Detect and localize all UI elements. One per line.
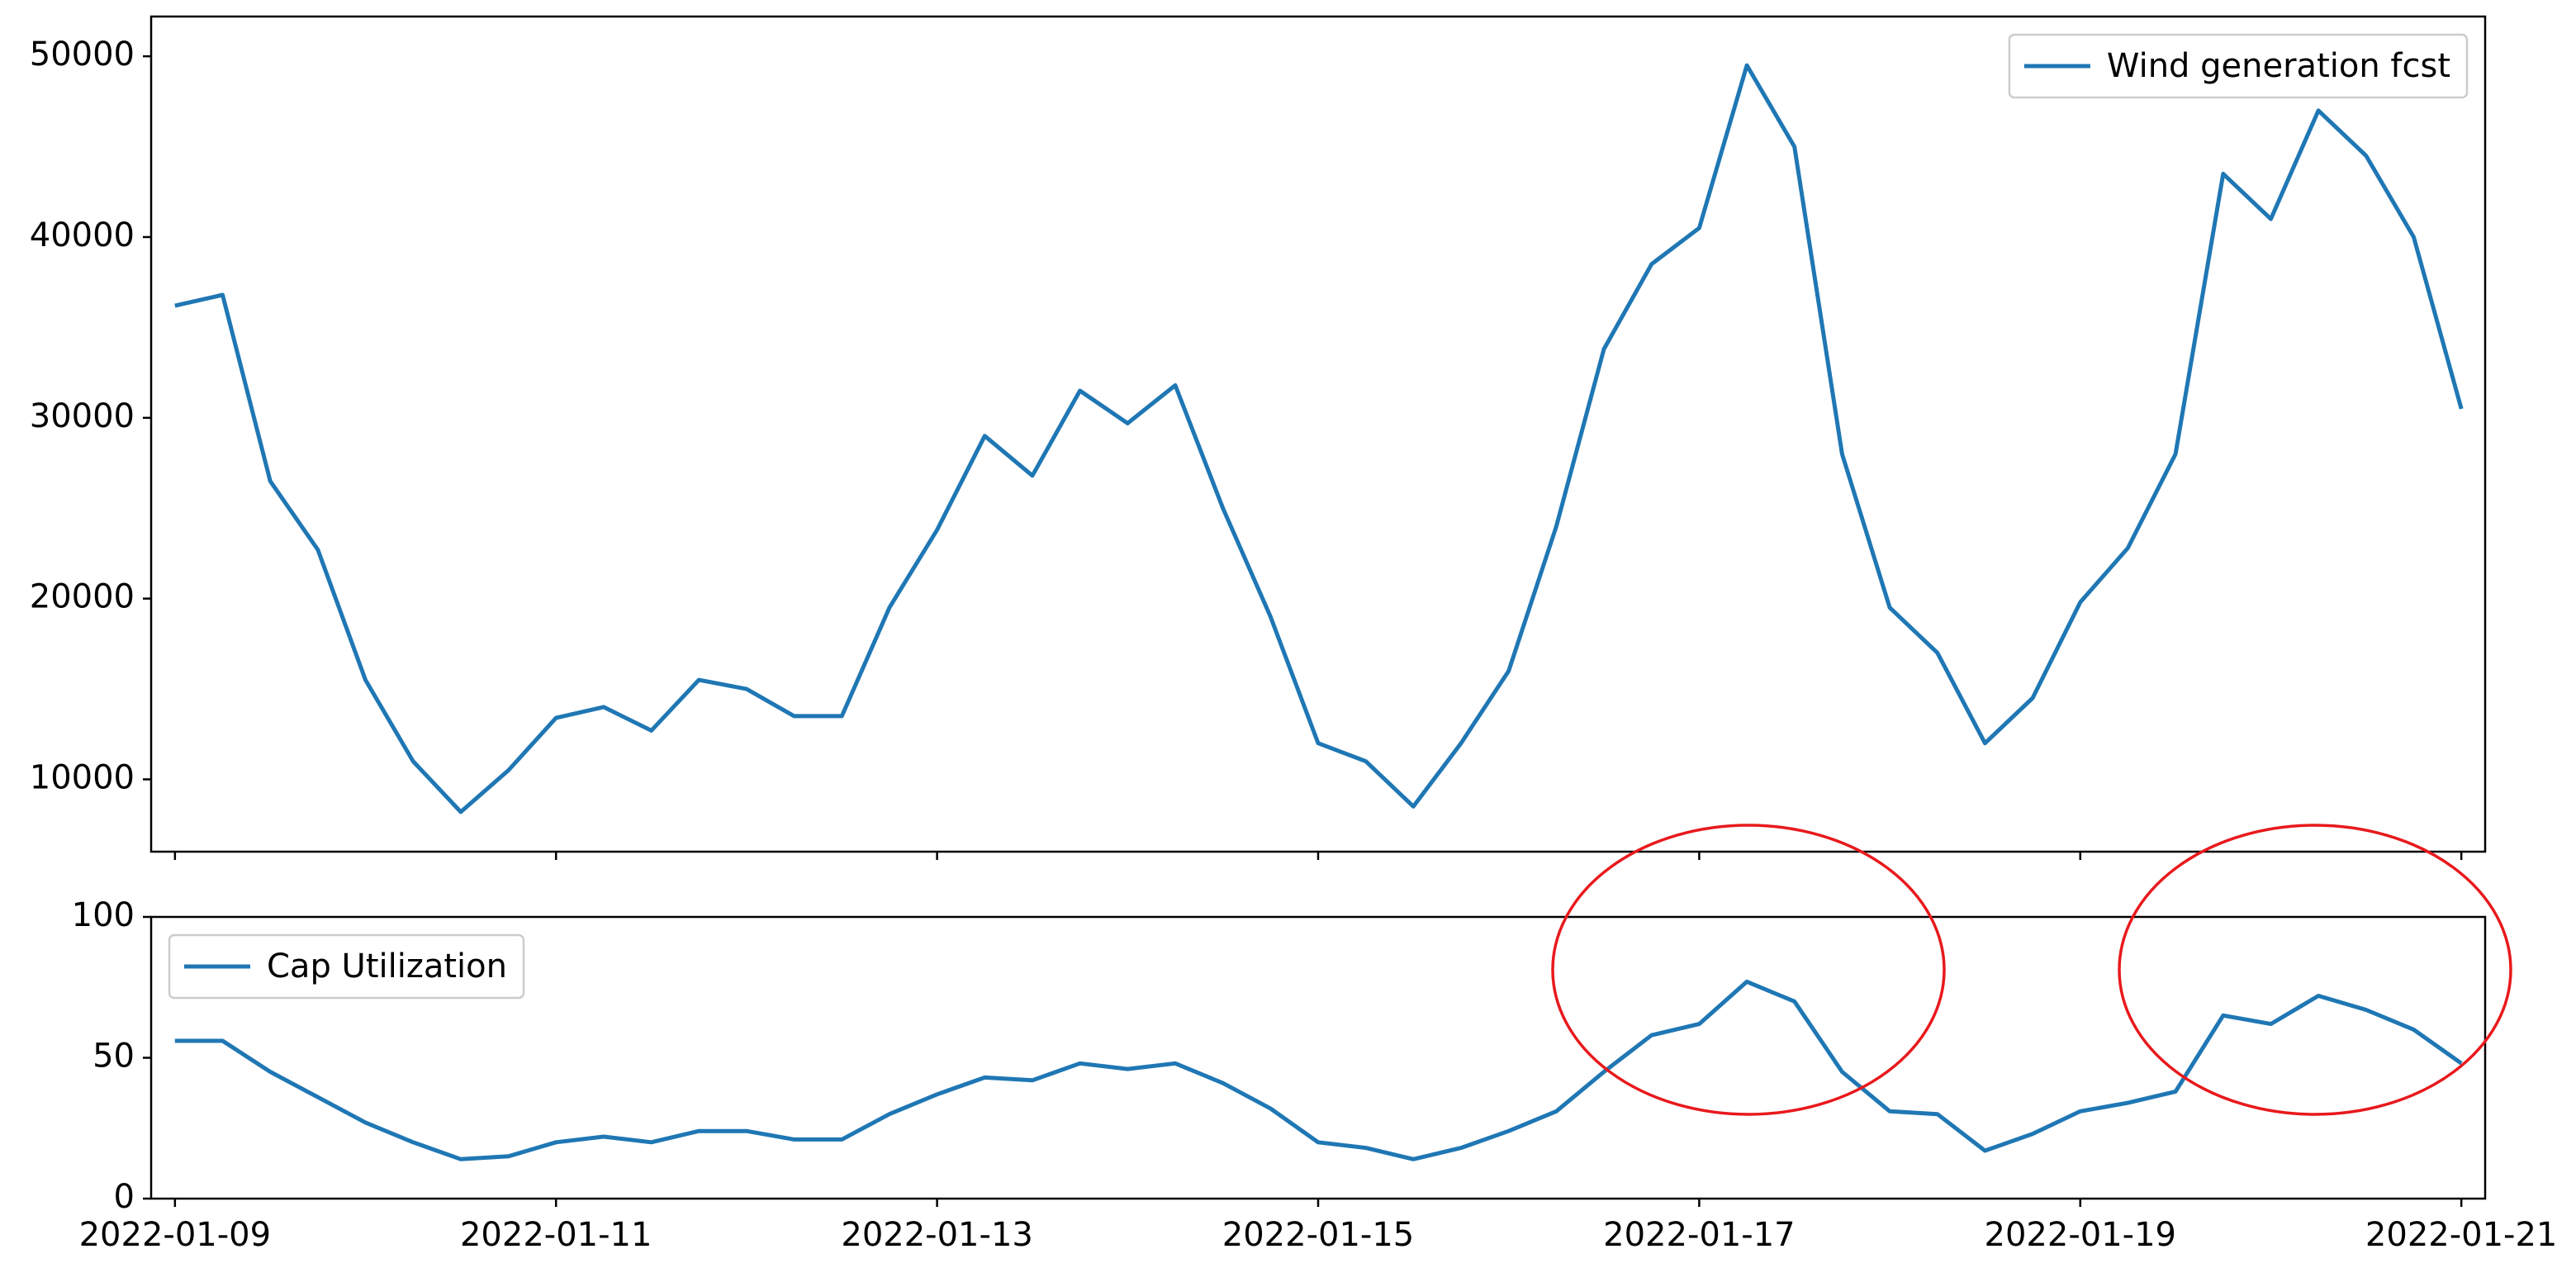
y-tick-label: 100	[72, 896, 135, 934]
y-tick-label: 50000	[30, 36, 135, 74]
x-tick-label: 2022-01-09	[79, 1216, 271, 1254]
series-line	[174, 63, 2464, 814]
x-tick-label: 2022-01-15	[1222, 1216, 1414, 1254]
legend-box	[2008, 33, 2469, 99]
y-tick-label: 40000	[30, 216, 135, 254]
x-tick-label: 2022-01-21	[2365, 1216, 2557, 1254]
legend-box	[168, 933, 525, 1000]
x-tick-label: 2022-01-17	[1603, 1216, 1795, 1254]
x-tick-label: 2022-01-11	[460, 1216, 652, 1254]
legend-label: Cap Utilization	[267, 947, 507, 985]
highlight-ellipse	[1551, 824, 1946, 1116]
plot-frame	[149, 15, 2487, 853]
legend: Cap Utilization	[168, 933, 525, 1000]
x-tick-label: 2022-01-19	[1985, 1216, 2176, 1254]
highlight-ellipse	[2118, 824, 2512, 1116]
y-tick-label: 20000	[30, 578, 135, 616]
y-tick-label: 30000	[30, 397, 135, 435]
y-tick-label: 10000	[30, 758, 135, 796]
x-tick-label: 2022-01-13	[841, 1216, 1032, 1254]
y-tick-label: 0	[114, 1178, 135, 1216]
legend-label: Wind generation fcst	[2107, 47, 2450, 85]
legend: Wind generation fcst	[2008, 33, 2469, 99]
series-line	[174, 979, 2463, 1161]
y-tick-label: 50	[93, 1038, 135, 1076]
